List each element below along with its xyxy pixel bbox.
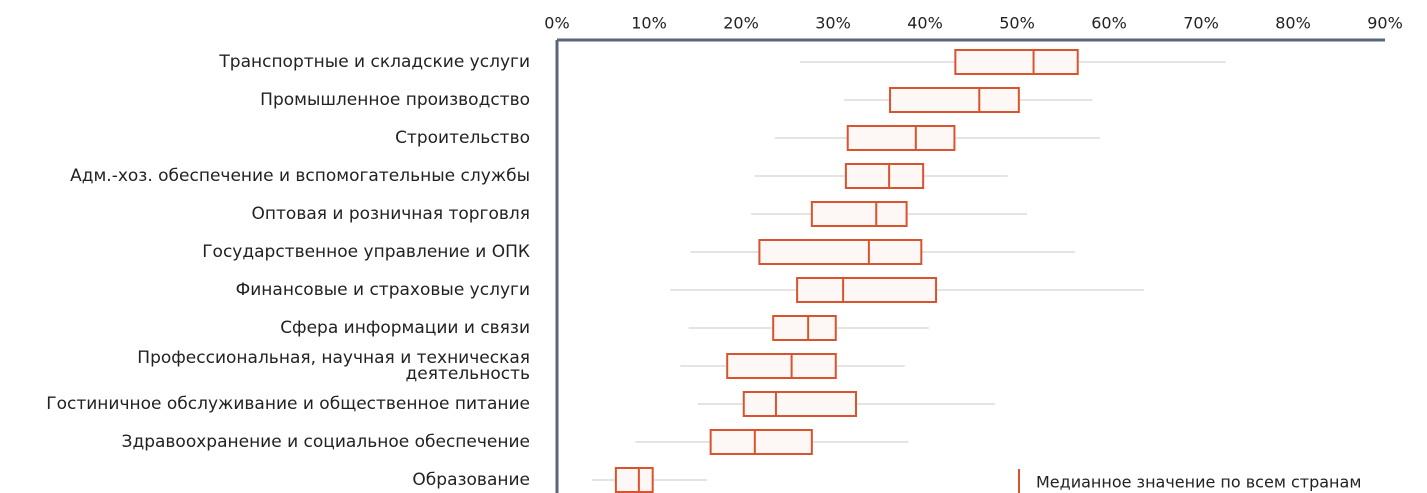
category-label: Гостиничное обслуживание и общественное …: [46, 394, 530, 414]
x-tick-label: 40%: [907, 14, 943, 33]
x-tick-label: 20%: [723, 14, 759, 33]
box: [846, 125, 956, 151]
x-tick-label: 10%: [631, 14, 667, 33]
box: [810, 201, 908, 227]
box: [796, 277, 938, 303]
x-tick-label: 60%: [1091, 14, 1127, 33]
box: [742, 391, 858, 417]
x-tick-label: 50%: [999, 14, 1035, 33]
box: [844, 163, 925, 189]
legend-label: Медианное значение по всем странам: [1036, 473, 1361, 492]
box: [772, 315, 837, 341]
category-label: Строительство: [395, 128, 530, 148]
box: [954, 49, 1079, 75]
category-label: Образование: [412, 470, 530, 490]
box: [758, 239, 923, 265]
category-label: Промышленное производство: [260, 90, 530, 110]
category-label: Государственное управление и ОПК: [202, 242, 530, 262]
x-tick-label: 0%: [544, 14, 569, 33]
category-label: Профессиональная, научная и техническая …: [137, 348, 530, 384]
category-label: Адм.-хоз. обеспечение и вспомогательные …: [70, 166, 530, 186]
category-label: Здравоохранение и социальное обеспечение: [121, 432, 530, 452]
category-label: Сфера информации и связи: [280, 318, 530, 338]
x-tick-label: 70%: [1183, 14, 1219, 33]
x-tick-label: 90%: [1367, 14, 1403, 33]
box: [889, 87, 1020, 113]
category-label: Финансовые и страховые услуги: [235, 280, 530, 300]
box: [709, 429, 813, 455]
box: [726, 353, 837, 379]
x-tick-label: 80%: [1275, 14, 1311, 33]
x-tick-label: 30%: [815, 14, 851, 33]
box: [614, 467, 654, 493]
category-label: Транспортные и складские услуги: [219, 52, 530, 72]
category-label: Оптовая и розничная торговля: [251, 204, 530, 224]
